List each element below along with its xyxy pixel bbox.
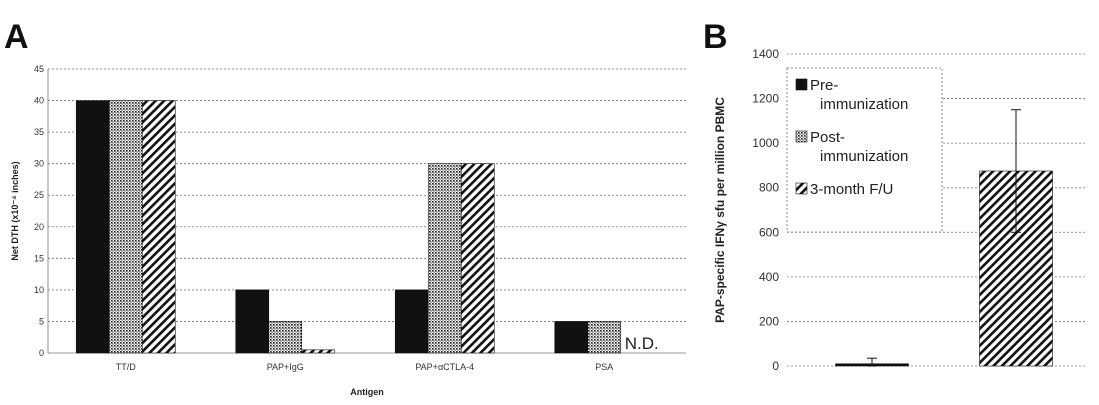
legend-label: 3-month F/U — [810, 181, 893, 198]
nd-annotation: N.D. — [625, 334, 659, 353]
y-tick-label: 1200 — [752, 92, 779, 106]
y-tick-label: 400 — [759, 270, 779, 284]
panel-a-y-axis-title: Net DTH (x10⁻⁴ inches) — [10, 161, 20, 260]
panel-a-bars — [75, 100, 622, 354]
x-tick-label: PSA — [595, 362, 613, 372]
panel-a-label: A — [4, 18, 29, 56]
panel-a: A 0 5 10 15 20 25 30 35 40 45 TT/D PAP+IgG PAP+αCTL… — [4, 18, 686, 397]
panel-b-y-ticks: 0 200 400 600 800 1000 1200 1400 — [752, 47, 779, 373]
y-tick-label: 800 — [759, 181, 779, 195]
y-tick-label: 1000 — [752, 136, 779, 150]
y-tick-label: 15 — [34, 253, 44, 263]
y-tick-label: 600 — [759, 225, 779, 239]
panel-a-x-ticks: TT/D PAP+IgG PAP+αCTLA-4 PSA — [116, 362, 614, 372]
y-tick-label: 200 — [759, 314, 779, 328]
x-tick-label: PAP+αCTLA-4 — [415, 362, 474, 372]
legend-label: Post- — [810, 129, 845, 146]
bar-pre-1 — [235, 289, 270, 354]
panel-a-y-ticks: 0 5 10 15 20 25 30 35 40 45 — [34, 64, 44, 358]
x-tick-label: PAP+IgG — [267, 362, 304, 372]
y-tick-label: 40 — [34, 96, 44, 106]
bar-post-0 — [108, 100, 143, 354]
legend-box — [786, 67, 943, 233]
bar-pre-2 — [394, 289, 429, 354]
bar-post-2 — [427, 163, 462, 354]
bar-post-1 — [268, 321, 303, 354]
bar-post-3 — [587, 321, 622, 354]
bar-pre-3 — [554, 321, 589, 354]
panel-b-y-axis-title: PAP-specific IFNγ sfu per million PBMC — [713, 97, 727, 323]
y-tick-label: 0 — [39, 348, 44, 358]
y-tick-label: 45 — [34, 64, 44, 74]
legend-label: Pre- — [810, 77, 838, 94]
legend-swatch-hatch — [795, 182, 808, 195]
legend-label: immunization — [820, 96, 908, 113]
panel-a-x-axis-title: Antigen — [350, 387, 384, 397]
panel-b-label: B — [703, 18, 728, 56]
legend-swatch-dots — [795, 130, 808, 143]
y-tick-label: 20 — [34, 222, 44, 232]
bar-fu-2 — [460, 163, 495, 354]
y-tick-label: 5 — [39, 316, 44, 326]
y-tick-label: 1400 — [752, 47, 779, 61]
bar-pre-0 — [75, 100, 110, 354]
panel-b: B 0 200 400 600 800 1000 1200 1400 PAP-specific… — [703, 18, 1086, 373]
bar-fu-0 — [141, 100, 176, 354]
panel-b-bars — [835, 109, 1053, 367]
legend-label: immunization — [820, 148, 908, 165]
y-tick-label: 25 — [34, 190, 44, 200]
legend-swatch-solid — [795, 78, 808, 91]
bar-fu-1 — [301, 349, 336, 354]
x-tick-label: TT/D — [116, 362, 136, 372]
y-tick-label: 35 — [34, 127, 44, 137]
panel-b-legend: Pre-immunization Post-immunization 3-month… — [786, 67, 943, 233]
y-tick-label: 30 — [34, 159, 44, 169]
y-tick-label: 10 — [34, 285, 44, 295]
y-tick-label: 0 — [772, 359, 779, 373]
